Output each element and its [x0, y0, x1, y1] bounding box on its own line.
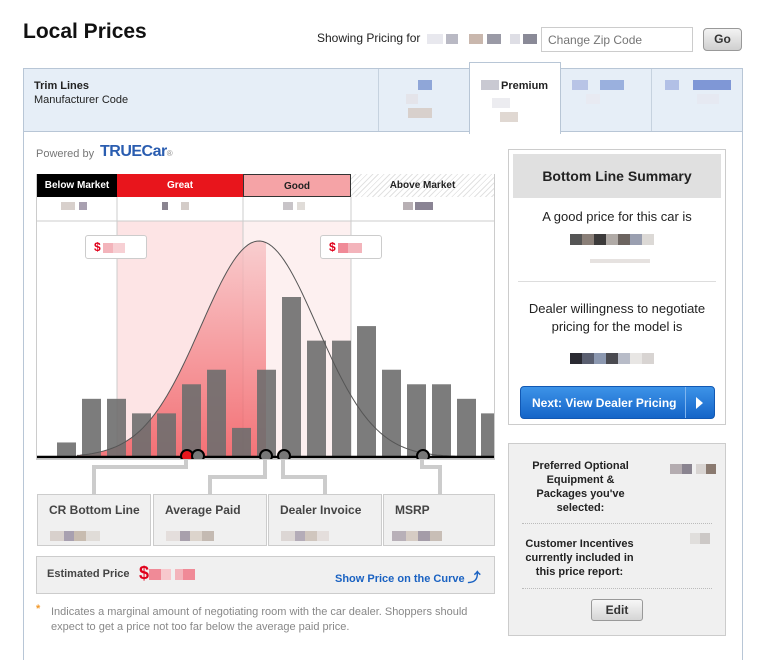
manufacturer-code-label: Manufacturer Code	[34, 94, 129, 106]
estimated-price-box	[36, 556, 495, 594]
go-button[interactable]: Go	[703, 28, 742, 51]
price-marker-dot	[259, 449, 273, 459]
preferred-equipment-label: Preferred Optional Equipment & Packages …	[532, 460, 629, 514]
estimated-price-value: $	[139, 563, 196, 584]
zone-price-blur	[297, 202, 305, 210]
trim-tabs-bar	[23, 68, 743, 132]
incentives-value	[690, 530, 710, 548]
dealer-invoice-card: Dealer Invoice	[268, 494, 382, 546]
histogram-bar	[57, 442, 76, 457]
good-price-label: A good price for this car is	[542, 209, 692, 224]
zone-price-blur	[162, 202, 168, 210]
show-price-on-curve-link[interactable]: Show Price on the Curve ⤴	[335, 570, 481, 585]
estimated-price-label: Estimated Price	[47, 568, 130, 580]
zone-price-blur	[61, 202, 75, 210]
good-price-pin: $	[320, 235, 382, 259]
truecar-logo: TRUECar®	[100, 143, 173, 160]
marker-connectors	[92, 460, 442, 494]
histogram-bar	[207, 369, 226, 457]
histogram-bar	[107, 398, 126, 457]
edit-button[interactable]: Edit	[591, 599, 643, 621]
zone-price-blur	[403, 202, 413, 210]
negotiate-label: Dealer willingness to negotiate pricing …	[528, 301, 706, 334]
trim-lines-label: Trim Lines	[34, 80, 90, 92]
price-marker-dot	[277, 449, 291, 459]
equipment-value	[670, 460, 716, 478]
histogram-bar	[432, 384, 451, 457]
footnote-text: Indicates a marginal amount of negotiati…	[51, 606, 468, 633]
page-title: Local Prices	[23, 20, 147, 43]
curved-arrow-icon: ⤴	[467, 570, 481, 585]
zone-good: Good	[243, 174, 351, 197]
histogram-bar	[257, 369, 276, 457]
histogram-bar	[232, 427, 251, 457]
cr-bottom-line-card: CR Bottom Line	[37, 494, 151, 546]
histogram-bar	[307, 340, 326, 457]
price-marker-dot	[191, 449, 205, 459]
zone-price-blur	[181, 202, 189, 210]
footnote-star: *	[36, 603, 41, 615]
histogram-bar	[182, 384, 201, 457]
histogram-bar	[357, 326, 376, 457]
zone-above-market: Above Market	[351, 174, 494, 197]
histogram-bar	[481, 413, 494, 457]
zone-below-market: Below Market	[37, 174, 117, 197]
histogram-bar	[82, 398, 101, 457]
price-curve-svg	[37, 197, 494, 459]
summary-title: Bottom Line Summary	[513, 154, 721, 198]
tab-premium[interactable]	[469, 62, 561, 134]
price-curve-chart	[36, 174, 495, 460]
histogram-bar	[457, 398, 476, 457]
tab-premium-label: Premium	[501, 80, 549, 92]
negotiate-value	[570, 350, 654, 368]
great-price-pin: $	[85, 235, 147, 259]
zip-blur	[426, 33, 443, 44]
msrp-card: MSRP	[383, 494, 495, 546]
zone-price-blur	[79, 202, 87, 210]
good-price-value	[570, 231, 654, 267]
histogram-bar	[332, 340, 351, 457]
zip-code-input[interactable]	[541, 27, 693, 52]
price-marker-dot	[416, 449, 430, 459]
zone-great: Great	[117, 174, 243, 197]
histogram-bar	[382, 369, 401, 457]
view-dealer-pricing-button[interactable]: Next: View Dealer Pricing	[520, 386, 715, 419]
main-panel	[23, 131, 743, 660]
zone-price-blur	[415, 202, 433, 210]
histogram-bar	[407, 384, 426, 457]
summary-divider	[518, 281, 716, 282]
tab-trim-3[interactable]	[562, 70, 650, 130]
showing-pricing-label: Showing Pricing for	[317, 31, 538, 45]
zone-price-blur	[283, 202, 293, 210]
histogram-bar	[157, 413, 176, 457]
histogram-bar	[282, 297, 301, 457]
customer-incentives-label: Customer Incentives currently included i…	[525, 538, 634, 578]
average-paid-card: Average Paid	[153, 494, 267, 546]
powered-by-label: Powered by	[36, 148, 95, 160]
tab-trim-4[interactable]	[653, 70, 741, 130]
arrow-right-icon	[696, 397, 703, 409]
tab-trim-1[interactable]	[380, 70, 468, 130]
